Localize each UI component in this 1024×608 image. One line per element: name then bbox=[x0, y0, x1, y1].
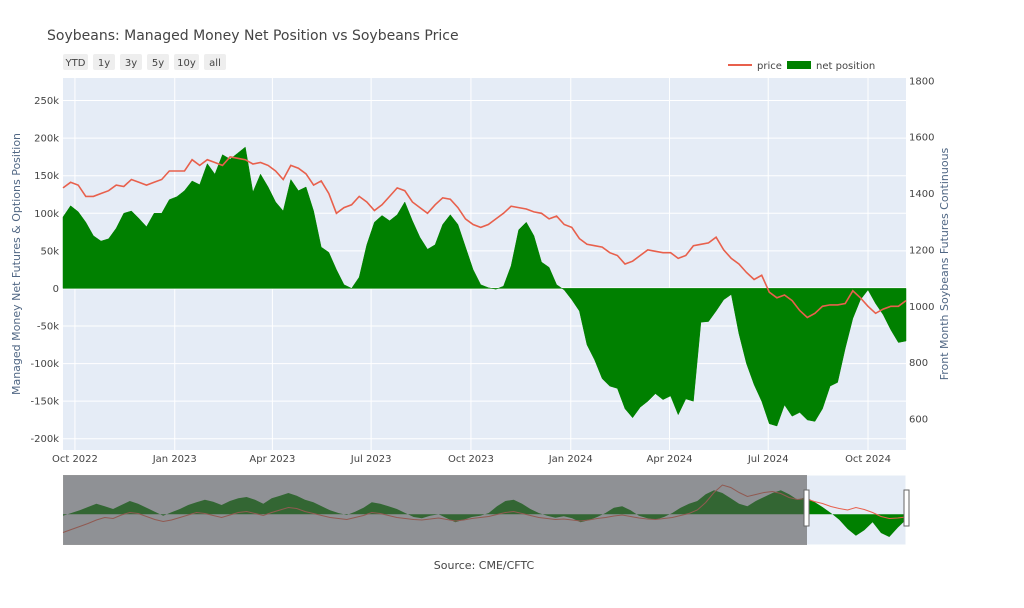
range-button-bg[interactable] bbox=[147, 54, 169, 70]
left-axis-ticks: -200k -150k -100k -50k 0 50k 100k 150k 200k 250k bbox=[31, 96, 60, 445]
net-position-series bbox=[62, 146, 907, 427]
range-button-bg[interactable] bbox=[204, 54, 226, 70]
left-tick-label: 150k bbox=[34, 171, 59, 182]
rangeslider-left-handle[interactable] bbox=[803, 489, 810, 527]
x-tick-label: Apr 2023 bbox=[249, 454, 295, 465]
right-tick-label: 1600 bbox=[909, 133, 934, 144]
x-axis-ticks: Oct 2022 Jan 2023 Apr 2023 Jul 2023 Oct 2023… bbox=[52, 454, 891, 465]
left-tick-label: 0 bbox=[53, 284, 59, 295]
x-tick-label: Apr 2024 bbox=[647, 454, 693, 465]
range-button-label[interactable]: YTD bbox=[65, 58, 86, 69]
legend-net-swatch bbox=[787, 61, 811, 69]
net-position-area[interactable] bbox=[62, 146, 907, 427]
right-axis-ticks: 600 800 1000 1200 1400 1600 1800 bbox=[909, 76, 934, 425]
range-button-bg[interactable] bbox=[63, 54, 88, 70]
right-tick-label: 1000 bbox=[909, 302, 934, 313]
range-selector: YTD 1y 3y 5y 10y all bbox=[63, 54, 226, 70]
left-axis-title: Managed Money Net Futures & Options Posi… bbox=[10, 133, 23, 395]
range-button-5y[interactable]: 5y bbox=[147, 54, 169, 70]
price-series bbox=[62, 156, 907, 319]
left-tick-label: 100k bbox=[34, 209, 59, 220]
right-tick-label: 800 bbox=[909, 358, 928, 369]
left-tick-label: -200k bbox=[31, 434, 60, 445]
x-tick-label: Oct 2022 bbox=[52, 454, 98, 465]
right-tick-label: 600 bbox=[909, 415, 928, 426]
range-button-bg[interactable] bbox=[174, 54, 199, 70]
x-tick-label: Jan 2023 bbox=[152, 454, 197, 465]
x-tick-label: Oct 2024 bbox=[845, 454, 891, 465]
range-button-ytd[interactable]: YTD bbox=[63, 54, 88, 70]
range-button-1y[interactable]: 1y bbox=[93, 54, 115, 70]
left-tick-label: 200k bbox=[34, 134, 59, 145]
range-button-all[interactable]: all bbox=[204, 54, 226, 70]
right-tick-label: 1200 bbox=[909, 245, 934, 256]
range-button-label[interactable]: 1y bbox=[98, 58, 110, 69]
range-button-label[interactable]: 5y bbox=[152, 58, 164, 69]
right-tick-label: 1800 bbox=[909, 76, 934, 87]
legend: price net position bbox=[728, 61, 875, 72]
left-tick-label: 250k bbox=[34, 96, 59, 107]
x-tick-label: Jan 2024 bbox=[548, 454, 593, 465]
x-tick-label: Jul 2024 bbox=[747, 454, 789, 465]
source-note: Source: CME/CFTC bbox=[434, 559, 535, 572]
legend-price-label[interactable]: price bbox=[757, 61, 782, 72]
right-tick-label: 1400 bbox=[909, 189, 934, 200]
legend-net-label[interactable]: net position bbox=[816, 61, 875, 72]
rangeslider-mask bbox=[63, 475, 807, 545]
left-tick-label: -50k bbox=[37, 322, 59, 333]
x-tick-label: Oct 2023 bbox=[448, 454, 494, 465]
left-tick-label: -100k bbox=[31, 359, 60, 370]
range-button-3y[interactable]: 3y bbox=[120, 54, 142, 70]
right-axis-title: Front Month Soybeans Futures Continuous bbox=[938, 147, 951, 380]
range-button-bg[interactable] bbox=[120, 54, 142, 70]
range-button-label[interactable]: all bbox=[209, 58, 221, 69]
left-tick-label: 50k bbox=[40, 246, 59, 257]
x-tick-label: Jul 2023 bbox=[350, 454, 392, 465]
range-button-bg[interactable] bbox=[93, 54, 115, 70]
price-line[interactable] bbox=[62, 156, 907, 319]
range-button-label[interactable]: 3y bbox=[125, 58, 137, 69]
range-button-10y[interactable]: 10y bbox=[174, 54, 199, 70]
range-button-label[interactable]: 10y bbox=[177, 58, 196, 69]
left-tick-label: -150k bbox=[31, 397, 60, 408]
chart-title: Soybeans: Managed Money Net Position vs … bbox=[47, 28, 459, 44]
rangeslider-right-handle[interactable] bbox=[903, 489, 910, 527]
